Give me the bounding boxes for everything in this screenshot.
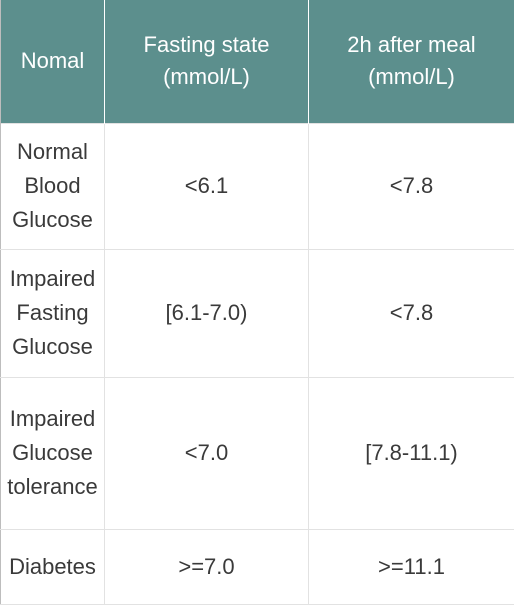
table-row-impaired-tolerance: Impaired Glucose tolerance <7.0 [7.8-11.…	[1, 377, 514, 529]
fasting-value: >=7.0	[105, 529, 309, 604]
table-header-row: Nomal Fasting state (mmol/L) 2h after me…	[1, 0, 514, 123]
table-row-normal: Normal Blood Glucose <6.1 <7.8	[1, 123, 514, 249]
row-label: Normal Blood Glucose	[1, 123, 105, 249]
table-row-diabetes: Diabetes >=7.0 >=11.1	[1, 529, 514, 604]
header-category: Nomal	[1, 0, 105, 123]
row-label: Diabetes	[1, 529, 105, 604]
after-meal-value: >=11.1	[309, 529, 514, 604]
fasting-value: <6.1	[105, 123, 309, 249]
fasting-value: <7.0	[105, 377, 309, 529]
header-fasting-state: Fasting state (mmol/L)	[105, 0, 309, 123]
row-label: Impaired Glucose tolerance	[1, 377, 105, 529]
header-2h-after-meal: 2h after meal (mmol/L)	[309, 0, 514, 123]
row-label: Impaired Fasting Glucose	[1, 249, 105, 377]
after-meal-value: [7.8-11.1)	[309, 377, 514, 529]
after-meal-value: <7.8	[309, 123, 514, 249]
table-row-impaired-fasting: Impaired Fasting Glucose [6.1-7.0) <7.8	[1, 249, 514, 377]
after-meal-value: <7.8	[309, 249, 514, 377]
fasting-value: [6.1-7.0)	[105, 249, 309, 377]
